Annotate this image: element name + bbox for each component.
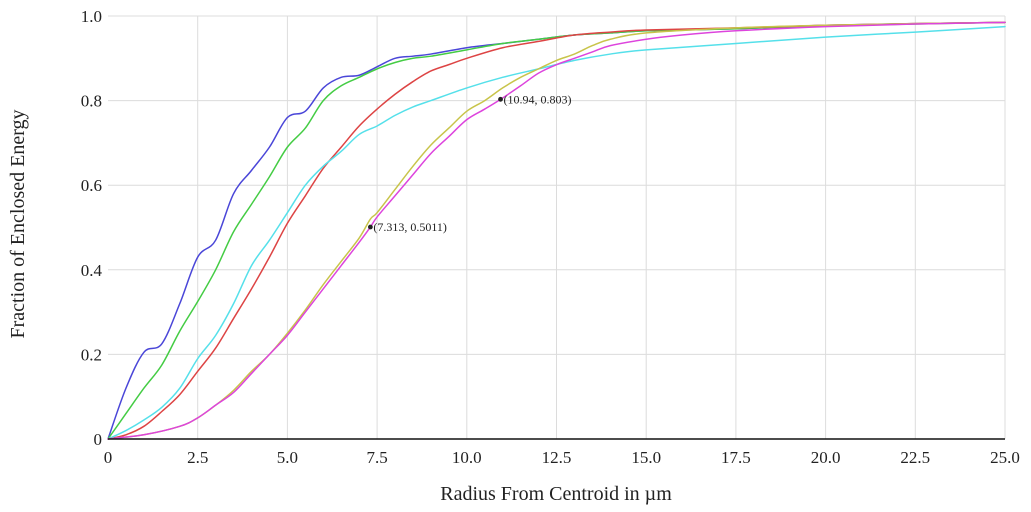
x-tick-label: 2.5	[187, 448, 208, 467]
series-line-6	[107, 21, 1006, 440]
x-axis-ticks: 0 2.5 5.0 7.5 10.0 12.5 15.0 17.5 20.0 22.5 25.0	[104, 448, 1020, 467]
grid	[108, 15, 1006, 439]
series-layer	[107, 21, 1006, 440]
x-tick-label: 15.0	[631, 448, 661, 467]
y-tick-label: 0	[94, 430, 103, 449]
annotation-marker	[367, 224, 373, 230]
annotations: (7.313, 0.5011) (10.94, 0.803)	[367, 92, 572, 234]
series-line-2	[107, 21, 1006, 440]
x-axis-title: Radius From Centroid in µm	[440, 483, 672, 505]
x-tick-label: 5.0	[277, 448, 298, 467]
annotation-label: (7.313, 0.5011)	[373, 220, 447, 234]
y-tick-label: 0.6	[81, 176, 102, 195]
annotation-marker	[498, 96, 503, 102]
y-tick-label: 0.8	[81, 92, 102, 111]
x-tick-label: 12.5	[542, 448, 572, 467]
series-line-4	[107, 25, 1006, 440]
x-tick-label: 10.0	[452, 448, 482, 467]
x-tick-label: 17.5	[721, 448, 751, 467]
x-tick-label: 20.0	[811, 448, 841, 467]
series-line-3	[107, 21, 1006, 440]
x-tick-label: 25.0	[990, 448, 1020, 467]
y-tick-label: 0.2	[81, 345, 102, 364]
x-tick-label: 22.5	[900, 448, 930, 467]
y-axis-ticks: 0 0.2 0.4 0.6 0.8 1.0	[81, 7, 103, 449]
series-line-5	[107, 21, 1006, 440]
y-tick-label: 0.4	[81, 261, 103, 280]
x-tick-label: 7.5	[366, 448, 387, 467]
y-tick-label: 1.0	[81, 7, 102, 26]
y-axis-title: Fraction of Enclosed Energy	[7, 109, 29, 338]
x-tick-label: 0	[104, 448, 113, 467]
annotation-label: (10.94, 0.803)	[504, 92, 572, 106]
